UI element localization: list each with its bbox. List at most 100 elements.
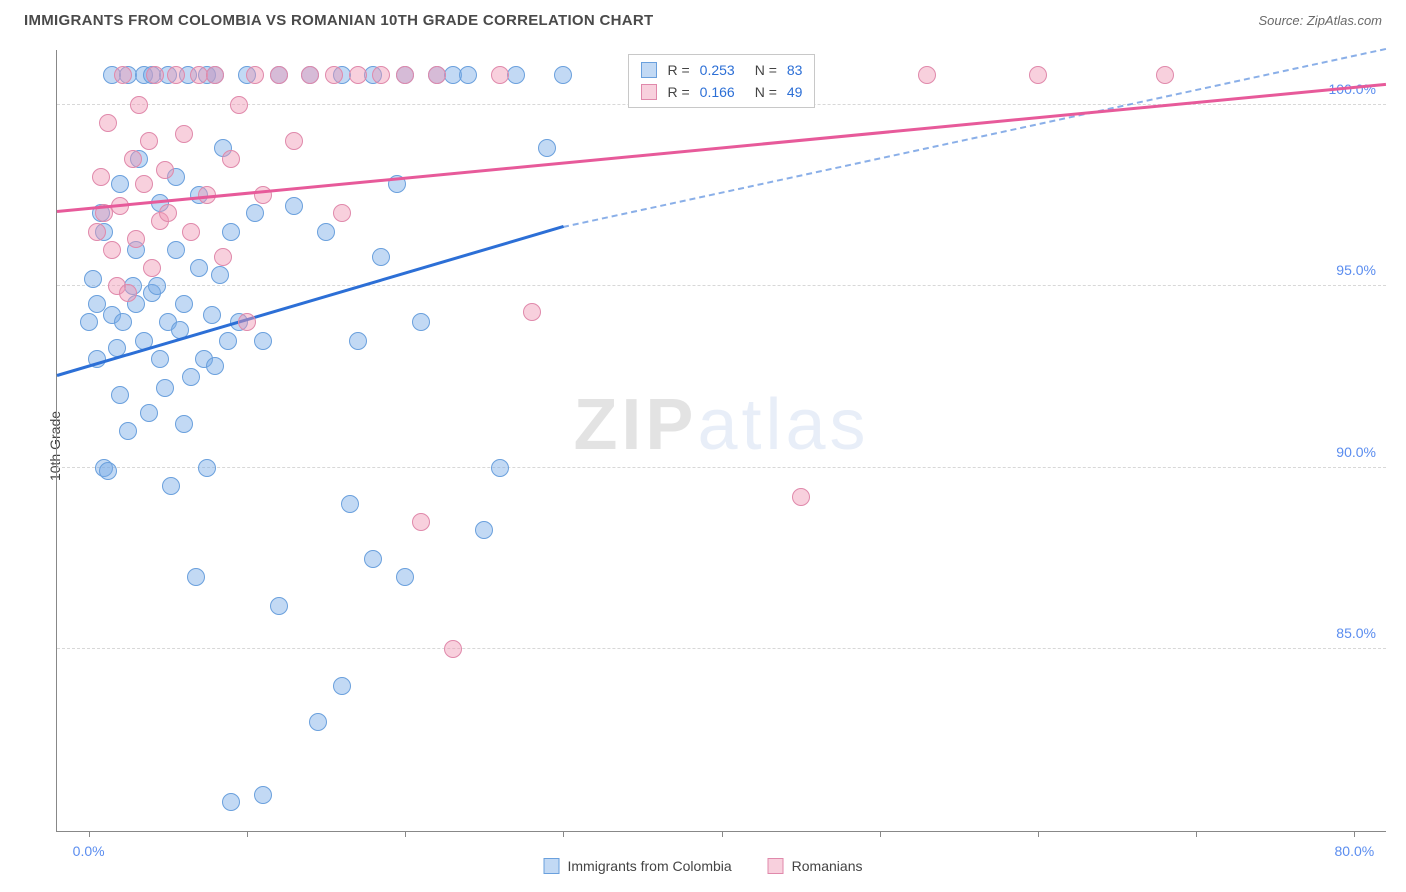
scatter-point xyxy=(114,313,132,331)
scatter-point xyxy=(412,313,430,331)
scatter-point xyxy=(1156,66,1174,84)
stats-r-value: 0.166 xyxy=(700,84,735,100)
scatter-point xyxy=(349,66,367,84)
scatter-point xyxy=(99,114,117,132)
legend-label-romanians: Romanians xyxy=(792,858,863,874)
scatter-point xyxy=(119,284,137,302)
scatter-point xyxy=(124,150,142,168)
scatter-point xyxy=(918,66,936,84)
scatter-point xyxy=(175,125,193,143)
scatter-point xyxy=(219,332,237,350)
scatter-point xyxy=(285,197,303,215)
scatter-point xyxy=(156,379,174,397)
scatter-point xyxy=(270,66,288,84)
scatter-point xyxy=(167,241,185,259)
scatter-point xyxy=(317,223,335,241)
scatter-point xyxy=(230,96,248,114)
scatter-point xyxy=(214,248,232,266)
scatter-point xyxy=(140,404,158,422)
scatter-point xyxy=(146,66,164,84)
scatter-point xyxy=(285,132,303,150)
scatter-chart: ZIPatlas 85.0%90.0%95.0%100.0%0.0%80.0%R… xyxy=(56,50,1386,832)
stats-n-label: N = xyxy=(755,62,777,78)
scatter-point xyxy=(143,259,161,277)
scatter-point xyxy=(523,303,541,321)
scatter-point xyxy=(372,66,390,84)
x-tick xyxy=(1196,831,1197,837)
y-tick-label: 90.0% xyxy=(1336,444,1376,460)
chart-title: IMMIGRANTS FROM COLOMBIA VS ROMANIAN 10T… xyxy=(24,12,653,29)
stats-n-label: N = xyxy=(755,84,777,100)
stats-swatch xyxy=(641,84,657,100)
watermark-light: atlas xyxy=(697,385,869,465)
scatter-point xyxy=(325,66,343,84)
scatter-point xyxy=(491,459,509,477)
scatter-point xyxy=(111,175,129,193)
x-tick-label-right: 80.0% xyxy=(1334,843,1374,859)
gridline xyxy=(57,285,1386,286)
y-tick-label: 85.0% xyxy=(1336,625,1376,641)
scatter-point xyxy=(159,204,177,222)
stats-r-label: R = xyxy=(667,62,689,78)
scatter-point xyxy=(507,66,525,84)
scatter-point xyxy=(222,223,240,241)
scatter-point xyxy=(444,640,462,658)
scatter-point xyxy=(187,568,205,586)
stats-row: R =0.166N =49 xyxy=(629,81,814,103)
x-tick xyxy=(1038,831,1039,837)
scatter-point xyxy=(127,230,145,248)
legend-swatch-romanians xyxy=(768,858,784,874)
scatter-point xyxy=(238,313,256,331)
x-tick-label-left: 0.0% xyxy=(73,843,105,859)
x-tick xyxy=(405,831,406,837)
scatter-point xyxy=(222,150,240,168)
scatter-point xyxy=(372,248,390,266)
scatter-point xyxy=(119,422,137,440)
source-attribution: Source: ZipAtlas.com xyxy=(1258,13,1382,28)
x-tick xyxy=(89,831,90,837)
scatter-point xyxy=(222,793,240,811)
scatter-point xyxy=(135,175,153,193)
x-tick xyxy=(1354,831,1355,837)
scatter-point xyxy=(491,66,509,84)
chart-header: IMMIGRANTS FROM COLOMBIA VS ROMANIAN 10T… xyxy=(0,0,1406,37)
scatter-point xyxy=(92,168,110,186)
scatter-point xyxy=(88,223,106,241)
scatter-point xyxy=(182,223,200,241)
scatter-point xyxy=(254,786,272,804)
stats-row: R = 0.253 N = 83 xyxy=(629,59,814,81)
legend: Immigrants from Colombia Romanians xyxy=(544,858,863,874)
scatter-point xyxy=(148,277,166,295)
scatter-point xyxy=(792,488,810,506)
scatter-point xyxy=(211,266,229,284)
stats-swatch xyxy=(641,62,657,78)
scatter-point xyxy=(1029,66,1047,84)
scatter-point xyxy=(412,513,430,531)
scatter-point xyxy=(333,677,351,695)
scatter-point xyxy=(459,66,477,84)
scatter-point xyxy=(206,357,224,375)
stats-n-value: 83 xyxy=(787,62,803,78)
scatter-point xyxy=(254,332,272,350)
scatter-point xyxy=(140,132,158,150)
scatter-point xyxy=(103,241,121,259)
scatter-point xyxy=(162,477,180,495)
scatter-point xyxy=(114,66,132,84)
gridline xyxy=(57,648,1386,649)
scatter-point xyxy=(182,368,200,386)
scatter-point xyxy=(396,66,414,84)
scatter-point xyxy=(538,139,556,157)
scatter-point xyxy=(246,204,264,222)
scatter-point xyxy=(203,306,221,324)
scatter-point xyxy=(349,332,367,350)
scatter-point xyxy=(246,66,264,84)
legend-label-colombia: Immigrants from Colombia xyxy=(568,858,732,874)
scatter-point xyxy=(364,550,382,568)
legend-item-romanians: Romanians xyxy=(768,858,863,874)
scatter-point xyxy=(396,568,414,586)
scatter-point xyxy=(428,66,446,84)
scatter-point xyxy=(167,66,185,84)
stats-r-value: 0.253 xyxy=(700,62,735,78)
stats-r-label: R = xyxy=(667,84,689,100)
x-tick xyxy=(563,831,564,837)
